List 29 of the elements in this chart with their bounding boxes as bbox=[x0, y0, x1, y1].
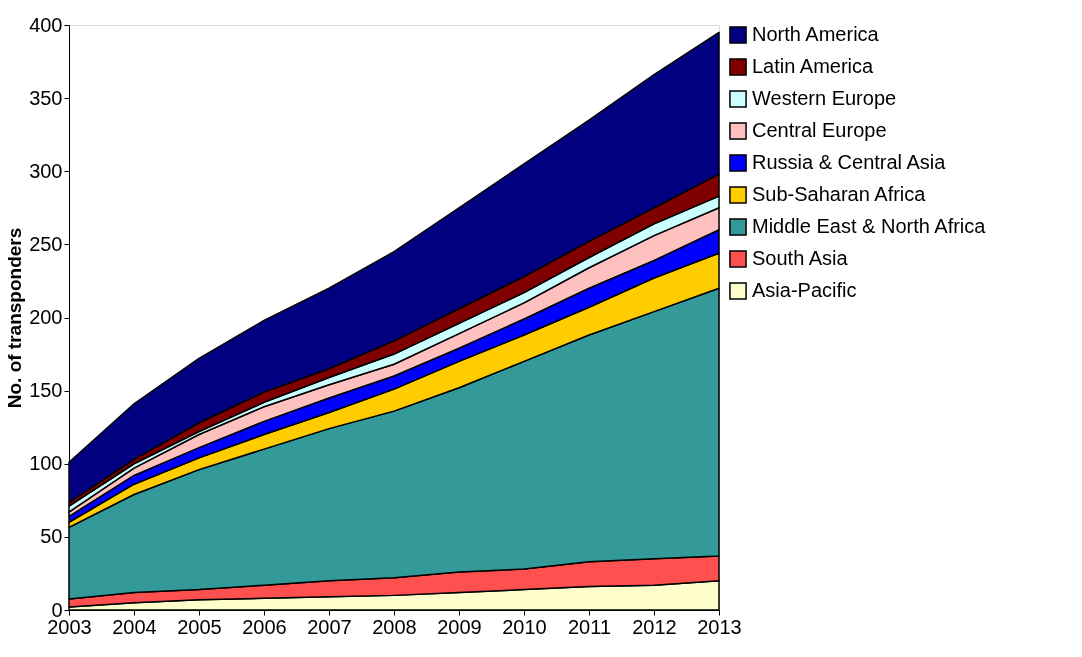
x-tick-label: 2010 bbox=[502, 615, 547, 638]
legend-label: Sub-Saharan Africa bbox=[752, 183, 927, 205]
x-tick-label: 2004 bbox=[112, 615, 157, 638]
y-axis-title: No. of transponders bbox=[4, 227, 26, 409]
x-tick-label: 2011 bbox=[567, 615, 612, 638]
x-tick-label: 2009 bbox=[437, 615, 482, 638]
legend-label: Central Europe bbox=[752, 119, 887, 141]
legend-label: South Asia bbox=[752, 247, 849, 269]
y-tick-label: 0 bbox=[51, 598, 63, 621]
legend-label: Asia-Pacific bbox=[752, 279, 857, 301]
x-tick-label: 2006 bbox=[242, 615, 287, 638]
y-tick-label: 300 bbox=[29, 159, 63, 182]
y-tick-label: 250 bbox=[29, 232, 63, 255]
legend-label: Middle East & North Africa bbox=[752, 215, 987, 237]
x-tick-label: 2013 bbox=[697, 615, 742, 638]
x-tick-label: 2007 bbox=[307, 615, 352, 638]
legend-label: Western Europe bbox=[752, 87, 897, 109]
y-tick-label: 400 bbox=[29, 13, 63, 36]
legend-label: Latin America bbox=[752, 55, 875, 77]
legend-label: Russia & Central Asia bbox=[752, 151, 947, 173]
x-tick-label: 2012 bbox=[632, 615, 677, 638]
y-tick-label: 50 bbox=[40, 525, 63, 548]
legend-label: North America bbox=[752, 23, 880, 45]
y-tick-label: 150 bbox=[29, 379, 63, 402]
x-tick-label: 2005 bbox=[177, 615, 222, 638]
y-tick-label: 350 bbox=[29, 86, 63, 109]
x-tick-label: 2008 bbox=[372, 615, 417, 638]
y-tick-label: 100 bbox=[29, 452, 63, 475]
y-tick-label: 200 bbox=[29, 306, 63, 328]
